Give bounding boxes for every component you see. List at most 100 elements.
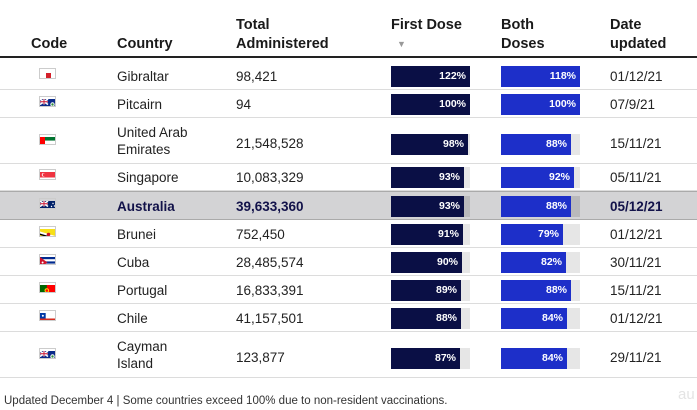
both-doses-percent: 118% <box>549 70 576 82</box>
country-name: Pitcairn <box>117 96 162 113</box>
both-doses-percent: 79% <box>537 228 559 240</box>
first-dose-bar-fill: 93% <box>391 167 464 188</box>
sort-descending-icon[interactable]: ▼ <box>397 39 406 49</box>
first-dose-percent: 93% <box>438 200 460 212</box>
both-doses-bar-fill: 88% <box>501 196 571 217</box>
date-updated: 07/9/21 <box>610 97 656 112</box>
both-doses-percent: 100% <box>549 98 576 110</box>
date-updated: 05/12/21 <box>610 199 663 214</box>
date-updated: 30/11/21 <box>610 255 662 270</box>
both-doses-bar: 88% <box>501 280 580 301</box>
table-row[interactable]: Cayman Island 123,877 87% 84% 29/11/21 <box>0 332 697 378</box>
date-updated: 01/12/21 <box>610 311 663 326</box>
both-doses-bar: 118% <box>501 66 580 87</box>
table-row[interactable]: Cuba 28,485,574 90% 82% 30/11/21 <box>0 248 697 276</box>
both-doses-bar: 88% <box>501 134 580 155</box>
both-doses-bar-fill: 118% <box>501 66 580 87</box>
both-doses-bar-fill: 82% <box>501 252 566 273</box>
header-first-dose[interactable]: First Dose <box>391 17 462 33</box>
both-doses-bar-fill: 92% <box>501 167 574 188</box>
table-row[interactable]: Brunei 752,450 91% 79% 01/12/21 <box>0 220 697 248</box>
watermark: au <box>678 386 695 403</box>
both-doses-percent: 88% <box>545 138 567 150</box>
country-name: Brunei <box>117 226 156 243</box>
both-doses-bar: 79% <box>501 224 580 245</box>
header-date-line1: Date <box>610 17 642 33</box>
table-row[interactable]: United Arab Emirates 21,548,528 98% 88% 1… <box>0 118 697 164</box>
first-dose-percent: 93% <box>438 171 460 183</box>
country-name-line: Emirates <box>117 142 171 157</box>
first-dose-percent: 100% <box>439 98 466 110</box>
table-row[interactable]: Australia 39,633,360 93% 88% 05/12/21 <box>0 191 697 220</box>
header-both-line2: Doses <box>501 36 545 52</box>
first-dose-percent: 91% <box>437 228 459 240</box>
both-doses-percent: 82% <box>540 256 562 268</box>
both-doses-bar-fill: 84% <box>501 308 567 329</box>
first-dose-bar: 88% <box>391 308 470 329</box>
header-country[interactable]: Country <box>117 36 173 52</box>
both-doses-bar: 92% <box>501 167 580 188</box>
header-both-line1: Both <box>501 17 535 33</box>
date-updated: 15/11/21 <box>610 283 662 298</box>
table-row[interactable]: Singapore 10,083,329 93% 92% 05/11/21 <box>0 164 697 191</box>
first-dose-bar: 93% <box>391 196 470 217</box>
country-name-line: Cayman <box>117 339 168 354</box>
both-doses-bar-fill: 84% <box>501 348 567 369</box>
both-doses-bar: 84% <box>501 348 580 369</box>
both-doses-bar-fill: 79% <box>501 224 563 245</box>
table-row[interactable]: Chile 41,157,501 88% 84% 01/12/21 <box>0 304 697 332</box>
portugal-flag-icon <box>39 282 56 293</box>
both-doses-bar-fill: 100% <box>501 94 580 115</box>
country-name-line: Portugal <box>117 283 168 298</box>
date-updated: 15/11/21 <box>610 136 662 151</box>
both-doses-percent: 92% <box>548 171 570 183</box>
table-row[interactable]: Pitcairn 94 100% 100% 07/9/21 <box>0 90 697 118</box>
first-dose-bar: 122% <box>391 66 470 87</box>
footer-note: Updated December 4 | Some countries exce… <box>4 395 448 407</box>
header-total-administered[interactable]: Total Administered <box>236 16 329 54</box>
country-name-line: Australia <box>117 199 175 214</box>
country-name: Portugal <box>117 282 167 299</box>
header-date-updated[interactable]: Date updated <box>610 16 666 54</box>
date-updated: 29/11/21 <box>610 350 662 365</box>
both-doses-percent: 84% <box>541 352 563 364</box>
total-administered: 123,877 <box>236 350 285 365</box>
first-dose-bar-fill: 90% <box>391 252 462 273</box>
country-name-line: Brunei <box>117 227 157 242</box>
country-name-line: Chile <box>117 311 148 326</box>
country-name: United Arab Emirates <box>117 124 188 158</box>
first-dose-bar-fill: 100% <box>391 94 470 115</box>
total-administered: 39,633,360 <box>236 199 304 214</box>
country-name-line: Gibraltar <box>117 69 169 84</box>
cayman-flag-icon <box>39 348 56 359</box>
total-administered: 28,485,574 <box>236 255 304 270</box>
table-row[interactable]: Portugal 16,833,391 89% 88% 15/11/21 <box>0 276 697 304</box>
country-name-line: United Arab <box>117 125 188 140</box>
uae-flag-icon <box>39 134 56 145</box>
total-administered: 98,421 <box>236 69 278 84</box>
total-administered: 94 <box>236 97 252 112</box>
date-updated: 05/11/21 <box>610 170 662 185</box>
gibraltar-flag-icon <box>39 68 56 79</box>
table-row[interactable]: Gibraltar 98,421 122% 118% 01/12/21 <box>0 62 697 90</box>
first-dose-bar: 98% <box>391 134 470 155</box>
both-doses-percent: 84% <box>541 312 563 324</box>
date-updated: 01/12/21 <box>610 69 663 84</box>
header-code[interactable]: Code <box>31 36 68 52</box>
first-dose-percent: 90% <box>436 256 458 268</box>
pitcairn-flag-icon <box>39 96 56 107</box>
first-dose-bar: 91% <box>391 224 470 245</box>
header-total-line1: Total <box>236 17 270 33</box>
both-doses-percent: 88% <box>545 284 567 296</box>
first-dose-bar: 87% <box>391 348 470 369</box>
header-both-doses[interactable]: Both Doses <box>501 16 545 54</box>
both-doses-percent: 88% <box>545 200 567 212</box>
first-dose-bar-fill: 89% <box>391 280 461 301</box>
first-dose-bar: 93% <box>391 167 470 188</box>
date-updated: 01/12/21 <box>610 227 663 242</box>
header-total-line2: Administered <box>236 36 329 52</box>
both-doses-bar: 100% <box>501 94 580 115</box>
brunei-flag-icon <box>39 226 56 237</box>
country-name: Gibraltar <box>117 68 169 85</box>
first-dose-percent: 87% <box>434 352 456 364</box>
